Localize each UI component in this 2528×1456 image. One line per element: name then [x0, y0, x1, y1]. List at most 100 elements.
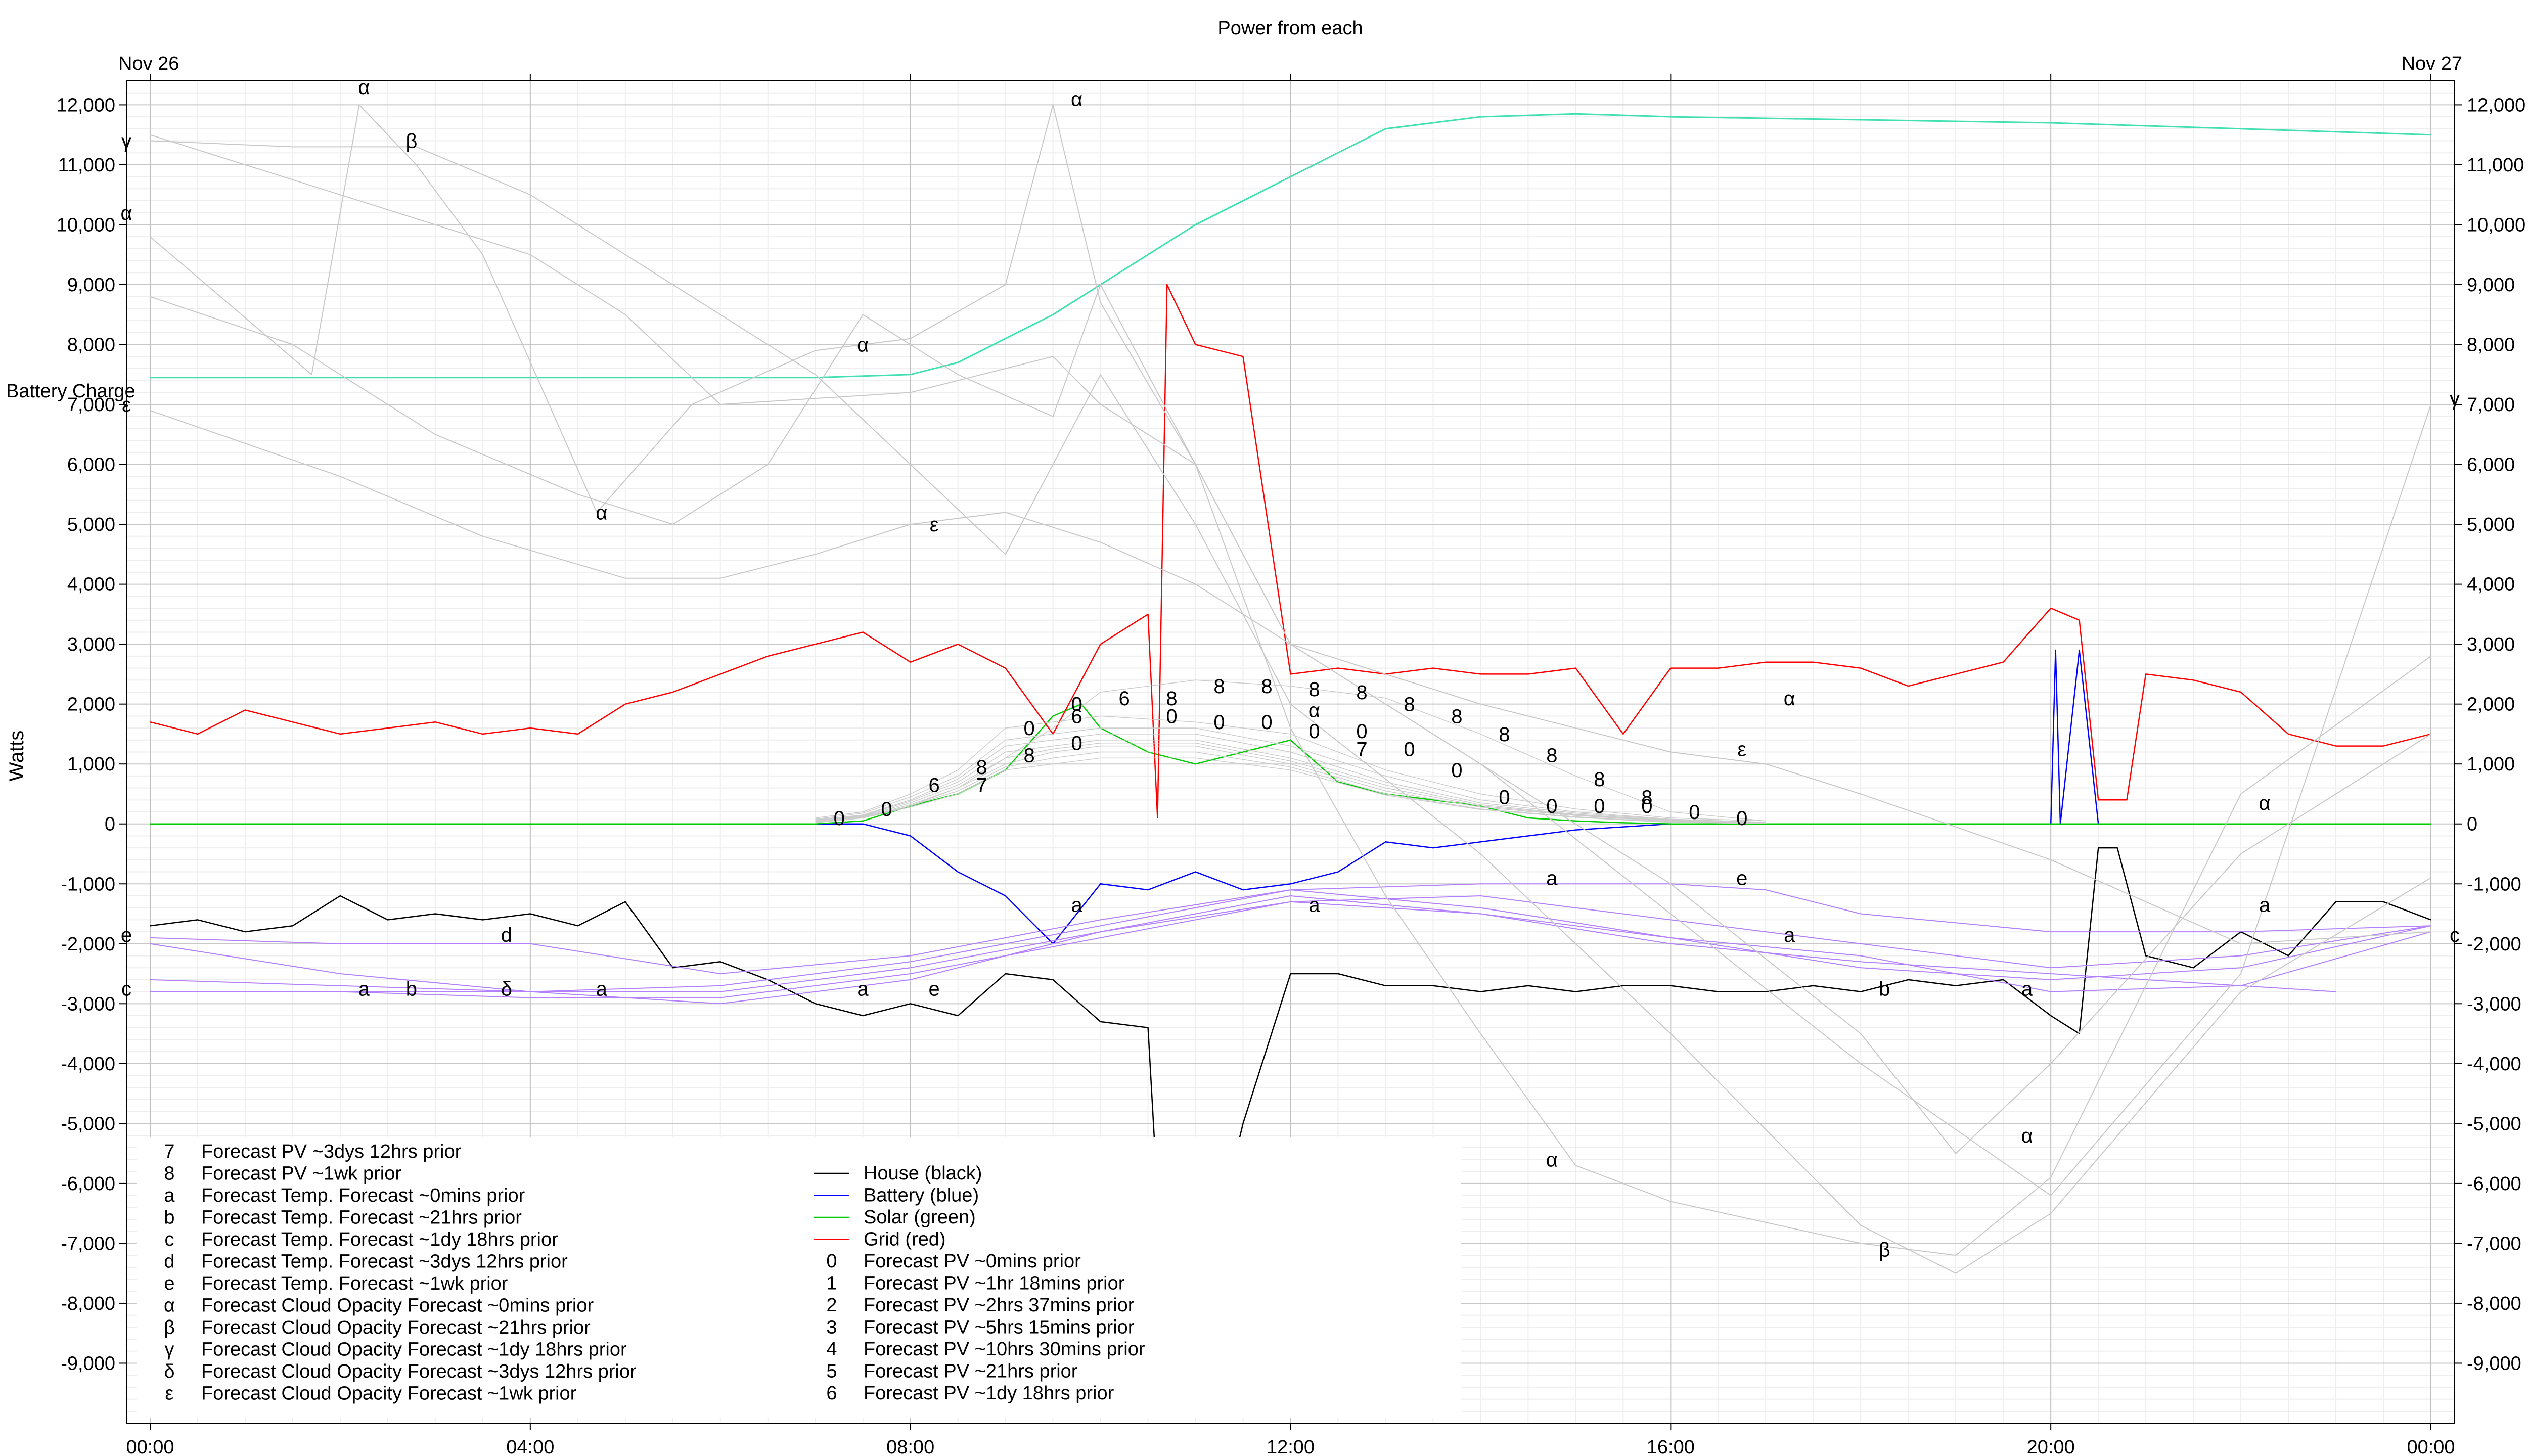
legend-label: Forecast Cloud Opacity Forecast ~3dys 12… — [201, 1361, 637, 1382]
legend-symbol: d — [164, 1251, 174, 1272]
legend-symbol: e — [164, 1273, 174, 1294]
x-tick-label: 04:00 — [506, 1437, 554, 1456]
marker-symbol: e — [1736, 867, 1747, 889]
y-tick-label-left: -4,000 — [61, 1054, 115, 1075]
marker-symbol: δ — [501, 978, 512, 1000]
legend-label: Grid (red) — [864, 1229, 946, 1250]
y-tick-label-left: 8,000 — [67, 335, 115, 356]
y-tick-label-right: 8,000 — [2467, 335, 2515, 356]
legend-symbol: c — [165, 1229, 174, 1250]
marker-symbol: 8 — [1356, 681, 1367, 704]
marker-symbol: a — [1546, 867, 1558, 889]
x-tick-label: 00:00 — [2407, 1437, 2455, 1456]
marker-symbol: a — [358, 978, 370, 1000]
y-tick-label-left: 1,000 — [67, 754, 115, 775]
legend-symbol: 2 — [826, 1295, 837, 1316]
y-tick-label-left: 12,000 — [57, 95, 115, 116]
marker-symbol: a — [2021, 978, 2033, 1000]
y-tick-label-left: -3,000 — [61, 993, 115, 1015]
marker-symbol: β — [1879, 1239, 1890, 1261]
series-forecast-temp-forecast-1wk-prior — [150, 883, 2431, 974]
marker-symbol: 7 — [1356, 739, 1367, 761]
legend-label: Forecast PV ~1dy 18hrs prior — [864, 1383, 1114, 1404]
legend-label: Forecast Temp. Forecast ~21hrs prior — [201, 1207, 522, 1228]
legend-label: Forecast PV ~21hrs prior — [864, 1361, 1078, 1382]
date-label-end: Nov 27 — [2402, 53, 2462, 74]
legend-symbol: 4 — [826, 1339, 837, 1360]
legend-symbol: 7 — [164, 1141, 174, 1162]
marker-symbol: a — [2259, 894, 2271, 917]
marker-symbol: b — [406, 978, 417, 1000]
marker-symbol: a — [857, 978, 869, 1000]
y-tick-label-left: 2,000 — [67, 694, 115, 715]
series-layer — [150, 104, 2431, 1364]
series-forecast-cloud-opacity-forecast-21hrs-prior — [150, 140, 2431, 1274]
y-tick-label-left: 6,000 — [67, 454, 115, 476]
series-forecast-pv-5hrs-15mins-prior — [815, 740, 1766, 824]
legend-label: Forecast PV ~5hrs 15mins prior — [864, 1317, 1135, 1338]
series-battery-charge — [150, 113, 2431, 379]
marker-symbol: d — [501, 924, 512, 946]
y-tick-label-right: 12,000 — [2467, 95, 2525, 116]
marker-symbol: 8 — [1308, 678, 1320, 701]
marker-symbol: 6 — [1071, 705, 1082, 727]
marker-symbol: e — [929, 978, 940, 1000]
legend-symbol: α — [164, 1295, 175, 1316]
series-forecast-pv-21hrs-prior — [815, 745, 1766, 824]
legend-label: Forecast PV ~0mins prior — [864, 1251, 1081, 1272]
marker-symbol: 0 — [1689, 801, 1700, 824]
legend-label: Forecast Temp. Forecast ~0mins prior — [201, 1185, 525, 1206]
series-forecast-cloud-opacity-forecast-0mins-prior — [150, 104, 2431, 1256]
y-tick-label-right: 0 — [2467, 814, 2477, 835]
legend-symbol: 3 — [826, 1317, 837, 1338]
marker-symbol: a — [1784, 924, 1795, 946]
marker-symbol: a — [1308, 894, 1320, 917]
y-tick-label-right: -2,000 — [2467, 934, 2521, 955]
y-tick-label-right: 6,000 — [2467, 454, 2515, 476]
y-tick-label-left: 10,000 — [57, 214, 115, 236]
legend-symbol: 1 — [826, 1273, 837, 1294]
legend: 7 Forecast PV ~3dys 12hrs prior 8 Forecast … — [164, 1141, 1145, 1404]
legend-background — [137, 1138, 1461, 1418]
legend-label: Forecast Temp. Forecast ~1dy 18hrs prior — [201, 1229, 558, 1250]
marker-symbol: a — [1071, 894, 1082, 917]
y-tick-label-left: -5,000 — [61, 1113, 115, 1134]
y-tick-label-left: 0 — [105, 814, 115, 835]
y-tick-label-right: 9,000 — [2467, 275, 2515, 296]
y-tick-label-left: 5,000 — [67, 514, 115, 535]
marker-symbol: α — [1071, 88, 1082, 111]
marker-symbol: 0 — [1641, 795, 1652, 817]
marker-symbol: a — [596, 978, 608, 1000]
legend-symbol: 6 — [826, 1383, 837, 1404]
marker-symbol: 0 — [1023, 717, 1034, 740]
date-label-start: Nov 26 — [118, 53, 179, 74]
y-tick-label-left: 7,000 — [67, 394, 115, 416]
marker-symbol: 8 — [1641, 786, 1652, 808]
y-tick-label-right: 11,000 — [2467, 155, 2524, 176]
y-tick-label-right: 10,000 — [2467, 214, 2525, 236]
legend-label: Forecast PV ~1hr 18mins prior — [864, 1273, 1125, 1294]
legend-symbol: a — [164, 1185, 175, 1206]
marker-symbol: 8 — [1594, 768, 1605, 791]
marker-symbol: b — [1879, 978, 1890, 1000]
marker-symbol: α — [1784, 688, 1795, 710]
marker-symbol: α — [857, 334, 869, 356]
series-forecast-pv-2hrs-37mins-prior — [815, 734, 1766, 824]
series-battery-blue — [150, 649, 2431, 945]
marker-symbol: 8 — [1404, 694, 1415, 716]
marker-symbol: 0 — [881, 798, 892, 821]
legend-label: Forecast PV ~2hrs 37mins prior — [864, 1295, 1135, 1316]
marker-symbol: 8 — [1261, 675, 1272, 698]
legend-label: Forecast Temp. Forecast ~3dys 12hrs prio… — [201, 1251, 568, 1272]
marker-symbol: ε — [1737, 739, 1746, 761]
y-tick-label-right: 5,000 — [2467, 514, 2515, 535]
marker-symbol: 0 — [1071, 733, 1082, 755]
x-tick-label: 20:00 — [2027, 1437, 2075, 1456]
marker-symbol: α — [1308, 700, 1320, 722]
legend-label: Forecast PV ~10hrs 30mins prior — [864, 1339, 1145, 1360]
marker-symbol: 8 — [1451, 705, 1462, 727]
y-tick-label-left: -9,000 — [61, 1353, 115, 1374]
y-axis-label-left: Watts — [6, 731, 28, 782]
marker-symbol: α — [596, 502, 607, 524]
